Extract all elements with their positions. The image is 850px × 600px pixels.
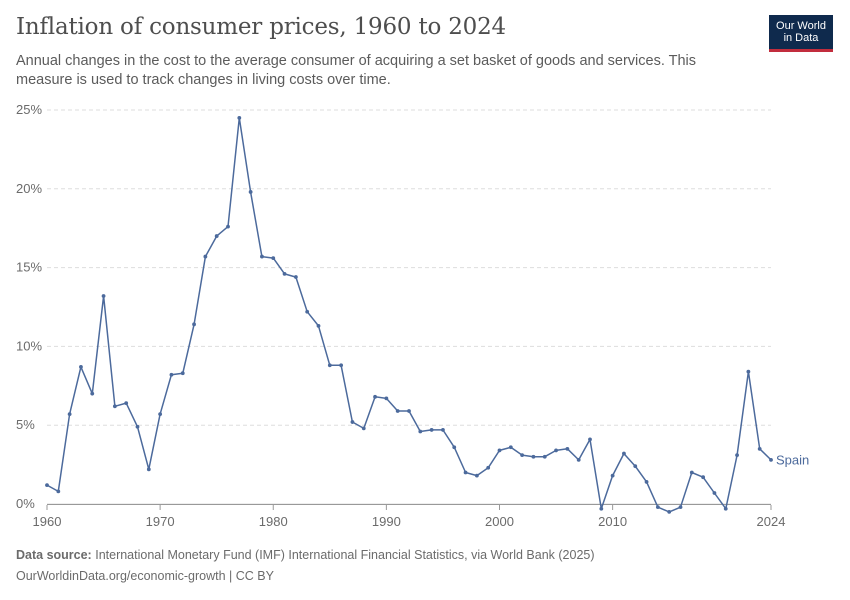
data-point[interactable] xyxy=(293,275,298,279)
data-point[interactable] xyxy=(757,446,762,451)
x-tick-label: 1960 xyxy=(33,514,62,529)
data-point[interactable] xyxy=(79,364,83,369)
x-axis: 1960 1970 1980 1990 2000 2010 2024 xyxy=(33,504,786,529)
data-point[interactable] xyxy=(588,437,592,442)
data-point[interactable] xyxy=(339,363,344,368)
data-point[interactable] xyxy=(407,409,411,413)
data-point[interactable] xyxy=(622,451,626,456)
y-tick-label: 25% xyxy=(16,102,42,117)
data-point[interactable] xyxy=(112,404,117,409)
data-point[interactable] xyxy=(576,457,581,462)
data-point[interactable] xyxy=(633,464,638,469)
y-tick-label: 20% xyxy=(16,181,42,196)
y-axis: 0% 5% 10% 15% 20% 25% xyxy=(16,102,42,511)
data-point[interactable] xyxy=(350,420,355,424)
x-tick-label: 1970 xyxy=(146,514,175,529)
data-point[interactable] xyxy=(384,396,389,401)
x-tick-label: 2000 xyxy=(485,514,514,529)
data-point[interactable] xyxy=(373,394,377,399)
data-point[interactable] xyxy=(226,224,230,229)
y-tick-label: 10% xyxy=(16,338,42,353)
data-point[interactable] xyxy=(735,453,739,458)
y-tick-label: 5% xyxy=(16,417,35,432)
data-source: Data source: International Monetary Fund… xyxy=(16,548,595,562)
footer-url[interactable]: OurWorldinData.org/economic-growth | CC … xyxy=(16,569,274,583)
x-tick-label: 1990 xyxy=(372,514,401,529)
data-point[interactable] xyxy=(531,454,536,459)
data-point[interactable] xyxy=(214,234,219,238)
data-point[interactable] xyxy=(146,467,151,472)
data-point[interactable] xyxy=(452,445,457,450)
data-point[interactable] xyxy=(678,505,683,510)
data-point[interactable] xyxy=(158,412,163,417)
data-point[interactable] xyxy=(486,465,491,470)
logo-line-1: Our World xyxy=(776,20,826,32)
data-point[interactable] xyxy=(689,470,694,475)
data-point[interactable] xyxy=(497,448,502,453)
data-point[interactable] xyxy=(463,470,468,475)
chart-title: Inflation of consumer prices, 1960 to 20… xyxy=(16,14,506,40)
logo-line-2: in Data xyxy=(783,32,819,44)
data-point[interactable] xyxy=(327,363,332,368)
data-point[interactable] xyxy=(169,372,174,377)
data-point[interactable] xyxy=(101,294,106,298)
series-line-spain[interactable] xyxy=(46,117,772,513)
data-point[interactable] xyxy=(45,483,49,487)
y-tick-label: 0% xyxy=(16,496,35,511)
data-point[interactable] xyxy=(429,428,434,432)
data-point[interactable] xyxy=(554,448,558,453)
data-point[interactable] xyxy=(203,254,208,259)
x-tick-label: 2024 xyxy=(757,514,786,529)
data-point[interactable] xyxy=(610,473,615,478)
data-point[interactable] xyxy=(361,426,366,431)
data-point[interactable] xyxy=(67,412,72,417)
data-point[interactable] xyxy=(192,322,196,327)
data-point[interactable] xyxy=(90,391,95,396)
data-source-label: Data source: xyxy=(16,548,92,562)
data-point[interactable] xyxy=(395,409,400,413)
data-point[interactable] xyxy=(520,453,525,458)
data-point[interactable] xyxy=(56,489,61,494)
x-tick-label: 1980 xyxy=(259,514,288,529)
data-point[interactable] xyxy=(180,371,185,376)
data-point[interactable] xyxy=(769,457,773,462)
data-point[interactable] xyxy=(418,429,423,434)
data-point[interactable] xyxy=(237,115,242,120)
data-point[interactable] xyxy=(474,473,479,478)
data-point[interactable] xyxy=(542,454,547,459)
y-tick-label: 15% xyxy=(16,260,42,275)
series-label-spain[interactable]: Spain xyxy=(776,452,809,467)
chart-subtitle: Annual changes in the cost to the averag… xyxy=(16,53,697,88)
data-point[interactable] xyxy=(271,256,276,261)
data-point[interactable] xyxy=(701,475,706,480)
data-point[interactable] xyxy=(667,509,672,514)
data-point[interactable] xyxy=(712,491,717,495)
x-tick-label: 2010 xyxy=(598,514,627,529)
grid-layer xyxy=(47,109,771,505)
data-point[interactable] xyxy=(746,369,751,374)
data-point[interactable] xyxy=(644,480,649,484)
line-chart: 0% 5% 10% 15% 20% 25% 1960 1970 1980 1990 2000 201… xyxy=(16,102,809,529)
owid-logo[interactable]: Our World in Data xyxy=(769,15,833,52)
data-point[interactable] xyxy=(282,272,287,276)
data-source-text: International Monetary Fund (IMF) Intern… xyxy=(95,548,595,562)
data-point[interactable] xyxy=(260,254,264,259)
series-layer: Spain xyxy=(45,115,809,514)
data-point[interactable] xyxy=(508,445,513,450)
data-point[interactable] xyxy=(441,428,445,432)
data-point[interactable] xyxy=(135,424,140,429)
data-point[interactable] xyxy=(316,324,321,328)
data-point[interactable] xyxy=(655,505,660,510)
data-point[interactable] xyxy=(305,309,310,314)
data-point[interactable] xyxy=(723,506,728,511)
data-point[interactable] xyxy=(248,190,253,194)
data-point[interactable] xyxy=(124,401,129,406)
data-point[interactable] xyxy=(565,446,570,451)
data-point[interactable] xyxy=(599,506,604,511)
